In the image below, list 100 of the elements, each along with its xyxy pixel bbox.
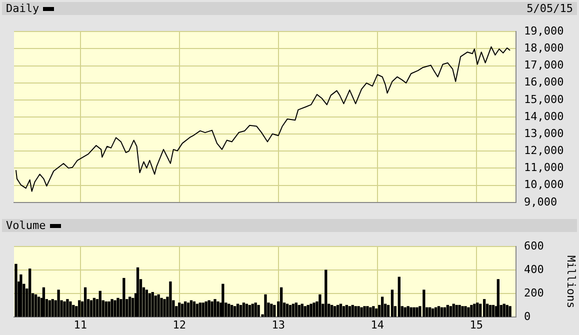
y-tick-label: 15,000 xyxy=(524,92,564,106)
bar xyxy=(434,307,438,317)
bar xyxy=(233,306,236,317)
y-tick-label: 9,000 xyxy=(524,195,558,208)
bar xyxy=(446,304,450,317)
y-axis-title: Millions xyxy=(564,255,578,308)
bar xyxy=(286,304,289,317)
bar xyxy=(345,304,348,317)
bar xyxy=(502,304,506,317)
bar xyxy=(354,306,357,317)
bar xyxy=(251,304,254,317)
bar xyxy=(443,307,446,317)
y-tick-label: 18,000 xyxy=(524,42,564,55)
bar xyxy=(464,306,467,317)
bar xyxy=(318,294,322,317)
bar xyxy=(72,304,75,317)
bar xyxy=(270,304,273,317)
bar xyxy=(482,299,486,317)
bar xyxy=(330,304,334,317)
bar xyxy=(412,307,416,317)
bar xyxy=(432,308,434,317)
bar xyxy=(230,304,234,317)
bar xyxy=(178,302,181,317)
bar xyxy=(416,307,418,317)
bar xyxy=(452,304,455,317)
bar xyxy=(508,306,512,317)
y-tick-label: 600 xyxy=(524,239,544,252)
bar xyxy=(216,301,220,317)
y-tick-label: 12,000 xyxy=(524,144,564,158)
text: 5/05/15 xyxy=(526,2,573,15)
bar xyxy=(48,300,51,317)
bar xyxy=(492,304,495,317)
bar xyxy=(254,302,257,317)
bar xyxy=(437,306,440,317)
bar xyxy=(363,306,366,317)
bar xyxy=(310,304,312,317)
bar xyxy=(92,298,96,317)
bar xyxy=(51,299,54,317)
bar xyxy=(406,306,410,317)
bar xyxy=(157,294,160,317)
bar xyxy=(190,300,193,317)
bar xyxy=(108,301,110,317)
bar xyxy=(42,287,46,317)
bar xyxy=(298,304,300,317)
x-tick-label: 12 xyxy=(172,318,186,332)
bar xyxy=(136,267,140,317)
bar xyxy=(398,276,400,317)
bar xyxy=(84,287,87,317)
y-tick-label: 400 xyxy=(524,262,544,276)
y-tick-label: 17,000 xyxy=(524,58,564,72)
bar xyxy=(257,304,260,317)
bar xyxy=(440,307,444,317)
bar xyxy=(202,302,204,317)
bar xyxy=(163,299,166,317)
legend-label: Volume xyxy=(6,219,46,232)
x-tick-label: 11 xyxy=(74,318,87,332)
bar xyxy=(404,307,406,317)
bar xyxy=(78,300,81,317)
bar xyxy=(180,304,184,317)
bar xyxy=(366,306,369,317)
bar xyxy=(145,290,148,317)
bar xyxy=(204,301,208,317)
bar xyxy=(34,294,38,317)
bar xyxy=(104,301,108,317)
x-tick-label: 15 xyxy=(470,318,484,332)
bar xyxy=(14,264,18,317)
bar xyxy=(37,296,40,317)
bar xyxy=(110,299,114,317)
bar xyxy=(148,293,151,317)
bar xyxy=(116,298,120,317)
bar xyxy=(98,290,102,317)
bar xyxy=(184,301,187,317)
bar xyxy=(90,300,93,317)
bar xyxy=(248,304,251,317)
bar xyxy=(28,268,32,317)
bar xyxy=(369,307,372,317)
y-tick-label: 13,000 xyxy=(524,126,564,140)
bar xyxy=(306,304,310,317)
bar xyxy=(342,306,346,317)
x-tick-label: 13 xyxy=(272,318,285,332)
bar xyxy=(339,304,342,317)
bar xyxy=(242,302,246,317)
bar xyxy=(461,306,464,317)
bar xyxy=(264,294,267,317)
bar xyxy=(69,301,72,317)
bar xyxy=(333,306,336,317)
bar xyxy=(375,308,378,317)
bar xyxy=(351,304,354,317)
bar xyxy=(57,290,60,317)
bar xyxy=(372,306,375,317)
bar xyxy=(348,306,351,317)
y-tick-label: 11,000 xyxy=(524,161,564,174)
bar xyxy=(66,299,69,317)
bar xyxy=(410,307,412,317)
bar xyxy=(324,270,328,317)
bar xyxy=(160,298,163,317)
bar xyxy=(381,296,384,317)
bar xyxy=(470,304,473,317)
bar xyxy=(63,301,66,317)
bar xyxy=(496,279,500,317)
